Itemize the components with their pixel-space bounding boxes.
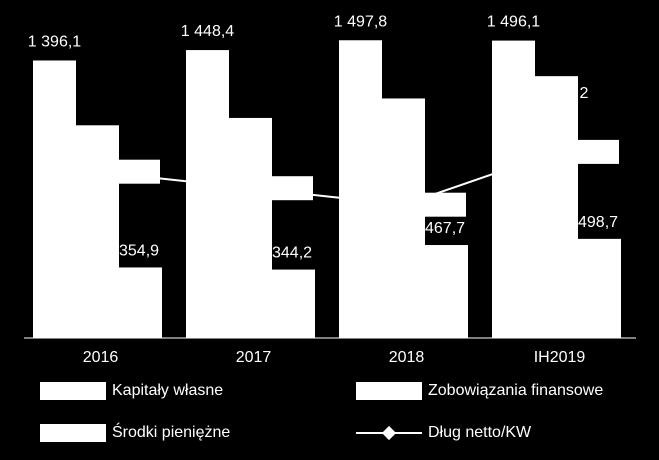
line-label-box-ih2019 — [571, 139, 619, 164]
marker-dlug-ih2019 — [550, 144, 564, 159]
data-label-1-2016: 1 396,1 — [28, 33, 81, 50]
bar-3-ih2019 — [578, 238, 621, 338]
legend-label-kapitaly: Kapitały własne — [112, 382, 224, 399]
x-tick-label-ih2019: IH2019 — [534, 349, 586, 366]
line-label-box-2016 — [112, 159, 160, 184]
x-tick-label-2016: 2016 — [83, 349, 119, 366]
bar-2-2017 — [229, 117, 272, 338]
data-label-3-2016: 354,9 — [119, 242, 159, 259]
x-tick-label-2018: 2018 — [389, 349, 425, 366]
line-dlug-netto — [97, 150, 558, 206]
legend-item-zobowiazania: Zobowiązania finansowe — [356, 382, 603, 400]
data-label-1-ih2019: 1 496,1 — [487, 14, 540, 31]
legend-label-dlug: Dług netto/KW — [428, 424, 532, 441]
bar-2-2016 — [76, 125, 119, 338]
data-label-2-2017: 7 — [229, 127, 238, 144]
legend-swatch-kapitaly — [40, 382, 106, 400]
legend-swatch-dlug — [356, 424, 422, 442]
line-label-box-2018 — [418, 192, 466, 217]
legend-label-zobowiazania: Zobowiązania finansowe — [428, 382, 604, 399]
bar-2-ih2019 — [535, 76, 578, 338]
marker-dlug-2018 — [397, 197, 411, 212]
marker-dlug-2017 — [244, 181, 258, 196]
data-label-2-ih2019: 1 317,2 — [535, 85, 588, 102]
data-label-3-ih2019: 498,7 — [578, 214, 618, 231]
bar-1-2017 — [186, 50, 229, 339]
data-label-1-2017: 1 448,4 — [181, 23, 234, 40]
legend-item-dlug: Dług netto/KW — [356, 424, 531, 442]
bar-3-2017 — [272, 269, 315, 338]
data-label-2-2016: 0 — [76, 134, 85, 151]
marker-dlug-2016 — [91, 164, 105, 179]
bar-1-2018 — [339, 40, 382, 338]
data-label-3-2017: 344,2 — [272, 245, 312, 262]
bar-1-ih2019 — [492, 40, 535, 339]
x-tick-label-2017: 2017 — [236, 349, 272, 366]
data-label-1-2018: 1 497,8 — [334, 13, 387, 30]
bar-3-2016 — [119, 267, 162, 338]
bar-1-2016 — [33, 60, 76, 339]
bar-3-2018 — [425, 245, 468, 338]
data-label-3-2018: 467,7 — [425, 220, 465, 237]
legend-item-srodki: Środki pieniężne — [40, 424, 230, 442]
line-label-box-2017 — [265, 176, 313, 201]
legend-swatch-zobowiazania — [356, 382, 422, 400]
legend-item-kapitaly: Kapitały własne — [40, 382, 223, 400]
legend-swatch-srodki — [40, 424, 106, 442]
legend-label-srodki: Środki pieniężne — [112, 424, 231, 441]
bar-2-2018 — [382, 98, 425, 339]
